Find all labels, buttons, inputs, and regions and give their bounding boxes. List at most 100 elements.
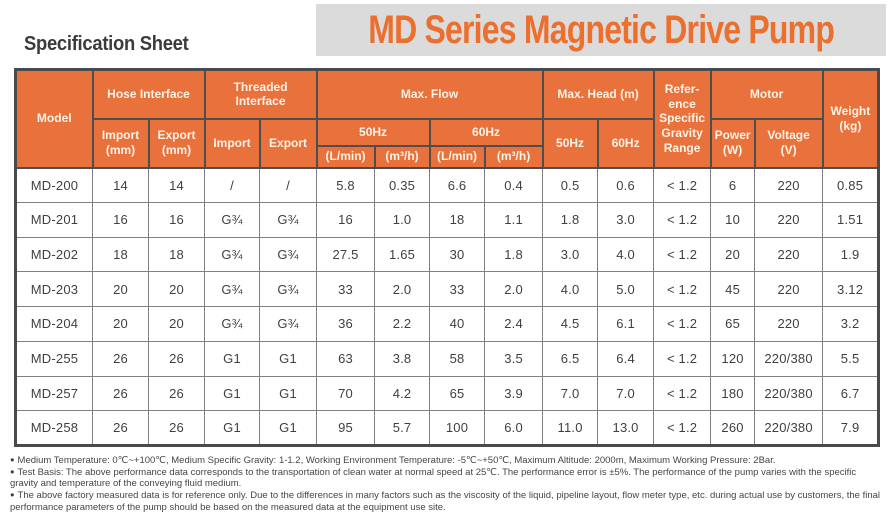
value-cell: 63	[316, 340, 376, 377]
header-head-50hz: 50Hz	[541, 117, 599, 169]
header-flow-50hz: 50Hz	[315, 117, 431, 147]
value-cell: 5.0	[597, 271, 655, 307]
value-cell: 6.6	[429, 167, 486, 203]
value-cell: < 1.2	[653, 271, 712, 307]
header-weight: Weight (kg)	[821, 68, 880, 169]
value-cell: 3.9	[484, 375, 544, 412]
value-cell: 7.0	[597, 375, 655, 412]
value-cell: 45	[710, 271, 756, 307]
header-60hz-lmin: (L/min)	[428, 144, 486, 169]
value-cell: 16	[92, 201, 149, 238]
table-row: MD-257 26 26 G1 G1 70 4.2 65 3.9 7.0 7.0 < 1.2 180 22…	[15, 375, 880, 412]
value-cell: 3.12	[822, 271, 880, 307]
value-cell: < 1.2	[653, 201, 712, 238]
model-cell: MD-255	[15, 340, 93, 377]
value-cell: 260	[710, 410, 756, 446]
spec-table-header: Model Hose Interface Threaded Interface …	[14, 68, 880, 169]
value-cell: 26	[147, 375, 206, 412]
table-row: MD-255 26 26 G1 G1 63 3.8 58 3.5 6.5 6.4 < 1.2 120 22…	[15, 340, 880, 377]
model-cell: MD-258	[15, 410, 93, 446]
value-cell: 20	[147, 271, 206, 307]
value-cell: 36	[316, 306, 376, 342]
value-cell: 10	[710, 201, 756, 238]
value-cell: 0.4	[484, 167, 544, 203]
value-cell: 3.5	[484, 340, 544, 377]
value-cell: 26	[147, 340, 206, 377]
value-cell: 5.7	[374, 410, 431, 446]
table-row: MD-204 20 20 G¾ G¾ 36 2.2 40 2.4 4.5 6.1 < 1.2 65 220…	[15, 306, 880, 342]
value-cell: 6.7	[822, 375, 880, 412]
value-cell: G¾	[259, 236, 318, 273]
value-cell: 18	[92, 236, 149, 273]
header-60hz-m3h: (m³/h)	[483, 144, 544, 169]
value-cell: /	[204, 167, 261, 203]
value-cell: 7.9	[822, 410, 880, 446]
table-row: MD-258 26 26 G1 G1 95 5.7 100 6.0 11.0 13.0 < 1.2 26…	[15, 410, 880, 446]
value-cell: 4.0	[597, 236, 655, 273]
value-cell: < 1.2	[653, 306, 712, 342]
header-reference-gravity: Refer- ence Specific Gravity Range	[652, 68, 712, 169]
title-bar: MD Series Magnetic Drive Pump	[316, 4, 886, 56]
footnote-text: Medium Temperature: 0℃~+100℃, Medium Spe…	[17, 455, 776, 466]
header-threaded-import: Import	[203, 117, 261, 169]
header-flow-60hz: 60Hz	[428, 117, 544, 147]
value-cell: 220/380	[754, 340, 824, 377]
value-cell: < 1.2	[653, 340, 712, 377]
value-cell: 220	[754, 201, 824, 238]
value-cell: 33	[316, 271, 376, 307]
value-cell: 100	[429, 410, 486, 446]
value-cell: 5.5	[822, 340, 880, 377]
value-cell: 3.0	[597, 201, 655, 238]
value-cell: 14	[147, 167, 206, 203]
model-cell: MD-201	[15, 201, 93, 238]
model-cell: MD-257	[15, 375, 93, 412]
value-cell: 26	[92, 375, 149, 412]
bullet-icon: ●	[10, 466, 15, 476]
bullet-icon: ●	[10, 490, 15, 500]
value-cell: 220	[754, 167, 824, 203]
value-cell: 26	[147, 410, 206, 446]
value-cell: 18	[147, 236, 206, 273]
value-cell: < 1.2	[653, 375, 712, 412]
value-cell: 95	[316, 410, 376, 446]
value-cell: 40	[429, 306, 486, 342]
table-row: MD-202 18 18 G¾ G¾ 27.5 1.65 30 1.8 3.0 4.0 < 1.2 20…	[15, 236, 880, 273]
value-cell: 1.0	[374, 201, 431, 238]
value-cell: G¾	[204, 201, 261, 238]
header-row-2: Import (mm) Export (mm) Import Export 50…	[16, 117, 879, 169]
header-model: Model	[14, 68, 94, 169]
value-cell: 65	[710, 306, 756, 342]
model-cell: MD-200	[15, 167, 93, 203]
value-cell: 4.2	[374, 375, 431, 412]
header-threaded-interface: Threaded Interface	[203, 68, 318, 120]
value-cell: 0.35	[374, 167, 431, 203]
value-cell: 33	[429, 271, 486, 307]
header-voltage: Voltage (V)	[753, 117, 824, 169]
header-max-head: Max. Head (m)	[541, 68, 655, 120]
value-cell: 1.65	[374, 236, 431, 273]
value-cell: 65	[429, 375, 486, 412]
footnote-item: ● Medium Temperature: 0℃~+100℃, Medium Sp…	[10, 455, 884, 467]
value-cell: 16	[147, 201, 206, 238]
value-cell: 20	[710, 236, 756, 273]
value-cell: 6.5	[542, 340, 599, 377]
value-cell: 3.2	[822, 306, 880, 342]
header-power: Power (W)	[709, 117, 756, 169]
value-cell: 220	[754, 271, 824, 307]
value-cell: 20	[92, 271, 149, 307]
value-cell: G1	[259, 340, 318, 377]
value-cell: 3.0	[542, 236, 599, 273]
value-cell: 4.5	[542, 306, 599, 342]
value-cell: 6.4	[597, 340, 655, 377]
model-cell: MD-203	[15, 271, 93, 307]
value-cell: 2.0	[484, 271, 544, 307]
value-cell: G1	[204, 410, 261, 446]
value-cell: 2.4	[484, 306, 544, 342]
value-cell: 1.51	[822, 201, 880, 238]
value-cell: 1.8	[542, 201, 599, 238]
header-row-1: Model Hose Interface Threaded Interface …	[14, 68, 880, 169]
value-cell: 1.9	[822, 236, 880, 273]
value-cell: 20	[147, 306, 206, 342]
value-cell: 5.8	[316, 167, 376, 203]
